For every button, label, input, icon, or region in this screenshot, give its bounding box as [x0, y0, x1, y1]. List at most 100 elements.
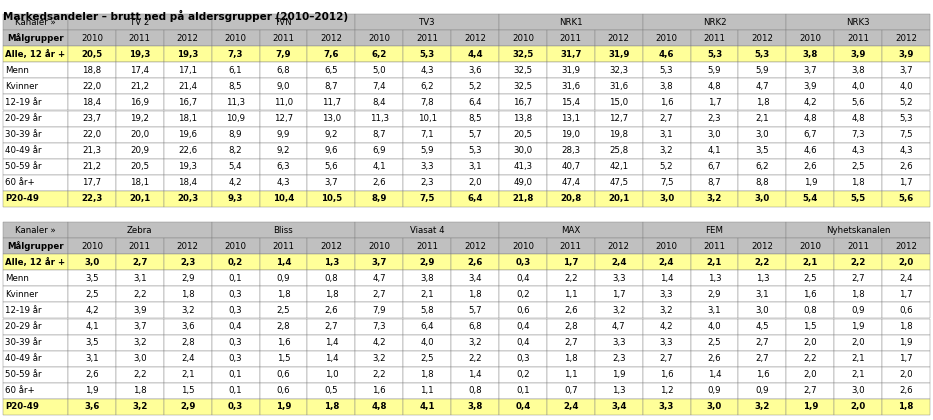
Bar — [499, 46, 547, 62]
Text: 4,0: 4,0 — [851, 82, 865, 91]
Text: 1,8: 1,8 — [756, 98, 769, 107]
Text: 16,9: 16,9 — [131, 98, 149, 107]
Bar — [834, 159, 882, 175]
Bar — [355, 270, 403, 286]
Bar — [834, 286, 882, 302]
Bar — [403, 367, 452, 383]
Text: 32,3: 32,3 — [609, 66, 628, 75]
Bar — [834, 110, 882, 126]
Bar — [882, 62, 930, 79]
Bar — [403, 335, 452, 351]
Bar — [547, 367, 594, 383]
Bar — [547, 318, 594, 335]
Text: 6,4: 6,4 — [421, 322, 434, 331]
Bar — [116, 110, 164, 126]
Bar — [212, 159, 259, 175]
Bar — [690, 335, 738, 351]
Bar — [834, 335, 882, 351]
Bar — [259, 94, 308, 110]
Bar — [308, 238, 355, 254]
Bar — [164, 126, 212, 143]
Bar — [308, 399, 355, 415]
Text: 5,3: 5,3 — [420, 50, 435, 59]
Bar — [834, 367, 882, 383]
Bar — [308, 318, 355, 335]
Text: 2012: 2012 — [607, 241, 630, 251]
Bar — [452, 254, 499, 270]
Text: 0,6: 0,6 — [899, 306, 912, 315]
Text: 0,8: 0,8 — [803, 306, 817, 315]
Text: TVN: TVN — [274, 18, 292, 26]
Text: 2011: 2011 — [847, 241, 870, 251]
Bar — [882, 318, 930, 335]
Bar — [787, 175, 834, 191]
Text: 2012: 2012 — [895, 34, 917, 42]
Text: 4,7: 4,7 — [756, 82, 769, 91]
Bar — [738, 191, 787, 207]
Bar — [738, 46, 787, 62]
Bar — [212, 335, 259, 351]
Bar — [68, 254, 116, 270]
Text: 4,2: 4,2 — [85, 306, 99, 315]
Bar — [3, 14, 68, 30]
Bar — [259, 62, 308, 79]
Bar — [212, 143, 259, 159]
Text: 2010: 2010 — [81, 241, 103, 251]
Text: 4,2: 4,2 — [229, 178, 243, 187]
Bar — [259, 110, 308, 126]
Bar — [643, 30, 690, 46]
Text: 15,0: 15,0 — [609, 98, 628, 107]
Bar — [212, 14, 355, 30]
Bar — [3, 126, 68, 143]
Text: 0,9: 0,9 — [852, 306, 865, 315]
Text: 0,2: 0,2 — [516, 370, 530, 379]
Bar — [3, 110, 68, 126]
Bar — [452, 367, 499, 383]
Text: 0,1: 0,1 — [516, 386, 530, 395]
Text: 2,9: 2,9 — [420, 258, 435, 267]
Bar — [68, 318, 116, 335]
Text: 2,7: 2,7 — [372, 290, 386, 299]
Bar — [3, 335, 68, 351]
Bar — [594, 191, 643, 207]
Text: 0,1: 0,1 — [229, 370, 243, 379]
Bar — [259, 335, 308, 351]
Text: 1,7: 1,7 — [708, 98, 721, 107]
Bar — [164, 30, 212, 46]
Text: 4,0: 4,0 — [421, 338, 434, 347]
Bar — [643, 159, 690, 175]
Bar — [259, 270, 308, 286]
Bar — [355, 126, 403, 143]
Bar — [164, 143, 212, 159]
Bar — [787, 399, 834, 415]
Bar — [738, 351, 787, 367]
Text: 1,4: 1,4 — [660, 274, 674, 283]
Bar — [882, 351, 930, 367]
Text: 3,1: 3,1 — [756, 290, 769, 299]
Text: Målgrupper: Målgrupper — [7, 241, 63, 251]
Bar — [547, 126, 594, 143]
Bar — [643, 383, 690, 399]
Text: 1,8: 1,8 — [325, 290, 338, 299]
Text: 2012: 2012 — [895, 241, 917, 251]
Bar — [355, 110, 403, 126]
Text: 2,7: 2,7 — [803, 386, 817, 395]
Text: 19,6: 19,6 — [178, 130, 197, 139]
Text: 0,4: 0,4 — [516, 322, 530, 331]
Bar — [308, 30, 355, 46]
Bar — [787, 143, 834, 159]
Bar — [68, 335, 116, 351]
Bar — [594, 367, 643, 383]
Text: 1,4: 1,4 — [708, 370, 721, 379]
Bar — [834, 302, 882, 318]
Text: 3,3: 3,3 — [421, 162, 434, 171]
Bar — [452, 238, 499, 254]
Bar — [787, 335, 834, 351]
Text: 17,7: 17,7 — [82, 178, 102, 187]
Text: 2,0: 2,0 — [898, 258, 913, 267]
Bar — [547, 110, 594, 126]
Text: NRK3: NRK3 — [846, 18, 870, 26]
Bar — [308, 191, 355, 207]
Text: 22,3: 22,3 — [81, 194, 103, 203]
Text: 0,2: 0,2 — [516, 290, 530, 299]
